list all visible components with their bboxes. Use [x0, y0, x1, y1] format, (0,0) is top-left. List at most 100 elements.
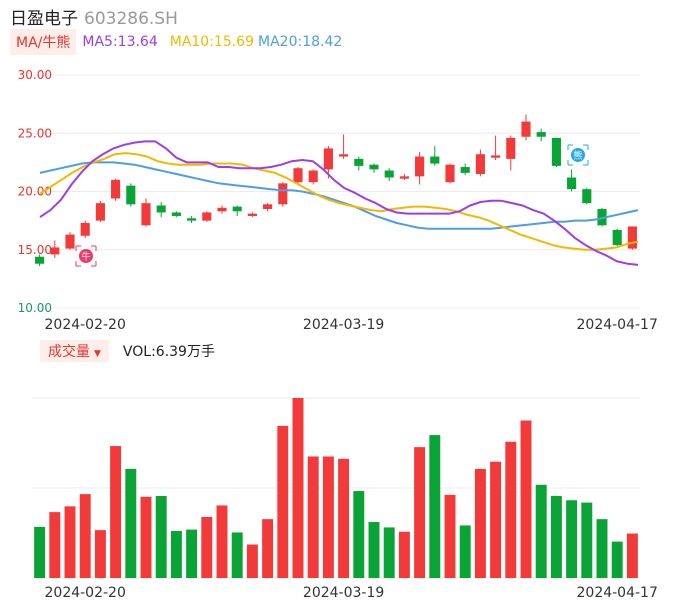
volume-bar [34, 526, 46, 578]
y-tick-label: 15.00 [18, 243, 52, 257]
volume-bar [459, 525, 471, 578]
volume-bar [535, 484, 547, 578]
candle [399, 174, 409, 180]
x-tick-label: 2024-03-19 [303, 317, 384, 333]
ma20-line [39, 161, 639, 230]
candle-body [308, 170, 318, 183]
candle-body [126, 185, 136, 205]
volume-select-label: 成交量 [48, 344, 90, 360]
volume-bar [581, 502, 593, 578]
candle-body [80, 222, 90, 236]
candle [171, 211, 181, 218]
candle [202, 211, 212, 222]
candle [369, 163, 379, 173]
candle-body [536, 132, 546, 137]
volume-bar [505, 441, 517, 578]
candles [35, 114, 637, 267]
volume-bar [231, 532, 243, 578]
candle-body [141, 203, 151, 226]
candle [95, 200, 105, 222]
candle-body [506, 137, 516, 159]
volume-bar [566, 500, 578, 578]
candle [506, 135, 516, 171]
candle-body [95, 203, 105, 221]
volume-bar [368, 522, 380, 578]
price-axis: 30.00 25.00 20.00 15.00 10.00 [18, 68, 52, 315]
candle-body [430, 156, 440, 164]
y-tick-label: 10.00 [18, 301, 52, 315]
volume-bar [414, 447, 426, 578]
candle [460, 163, 470, 176]
volume-legend: 成交量 ▼ VOL:6.39万手 [40, 340, 215, 362]
candle-body [293, 168, 303, 183]
bear-marker-label: 熊 [573, 150, 582, 162]
candle [126, 183, 136, 207]
volume-bars [34, 398, 638, 578]
volume-bar [322, 456, 334, 578]
volume-bar [353, 491, 365, 578]
candle-body [323, 148, 333, 170]
candle-body [278, 183, 288, 205]
candle [475, 149, 485, 177]
candle-body [582, 189, 592, 204]
volume-bar [307, 456, 319, 578]
volume-bar [277, 425, 289, 578]
ma20-label: MA20:18.42 [258, 34, 343, 50]
candle-body [217, 207, 227, 212]
bull-marker-badge [79, 249, 93, 263]
candle [217, 205, 227, 214]
candle-body [232, 206, 242, 212]
bull-marker: 牛 [75, 245, 97, 267]
candle [582, 188, 592, 205]
candle-body [354, 158, 364, 166]
candle [551, 137, 561, 168]
volume-bar [64, 506, 76, 578]
candle [445, 163, 455, 184]
volume-bar [216, 505, 228, 578]
volume-bar [262, 519, 274, 578]
candle [232, 205, 242, 216]
candle-body [247, 213, 257, 216]
candle-body [171, 212, 181, 216]
volume-bar [338, 458, 350, 578]
volume-bar [140, 496, 152, 578]
volume-bar [444, 494, 456, 578]
candle-body [567, 177, 577, 190]
candle-body [445, 164, 455, 183]
x-tick-label: 2024-02-20 [45, 317, 126, 333]
x-tick-label: 2024-04-17 [577, 585, 658, 601]
bull-marker-label: 牛 [81, 251, 90, 263]
candle [65, 232, 75, 250]
volume-select-button[interactable]: 成交量 ▼ [40, 340, 109, 362]
candle-body [491, 155, 501, 158]
candle-body [35, 256, 45, 264]
candle [491, 135, 501, 161]
volume-bar [550, 495, 562, 578]
candle [536, 128, 546, 142]
volume-bar [520, 420, 532, 578]
ma10-label: MA10:15.69 [169, 34, 255, 50]
candle [263, 203, 273, 212]
candle-body [384, 170, 394, 178]
candle [278, 182, 288, 207]
stock-code: 603286.SH [84, 9, 178, 29]
price-grid [32, 74, 640, 309]
volume-bar [186, 529, 198, 578]
ma10-line [39, 152, 639, 251]
ma-bull-bear-button[interactable]: MA/牛熊 [10, 29, 77, 55]
candle [567, 169, 577, 192]
candle-body [521, 121, 531, 137]
candle [521, 114, 531, 141]
candle [612, 228, 622, 247]
signal-markers: 牛熊 [75, 144, 589, 267]
candle-body [612, 229, 622, 246]
y-tick-label: 30.00 [18, 68, 52, 82]
candle [384, 168, 394, 182]
candle-body [156, 205, 166, 213]
candle [50, 240, 60, 258]
volume-bar [125, 468, 137, 578]
candle [339, 134, 349, 159]
volume-bar [626, 533, 638, 578]
candle [80, 220, 90, 239]
